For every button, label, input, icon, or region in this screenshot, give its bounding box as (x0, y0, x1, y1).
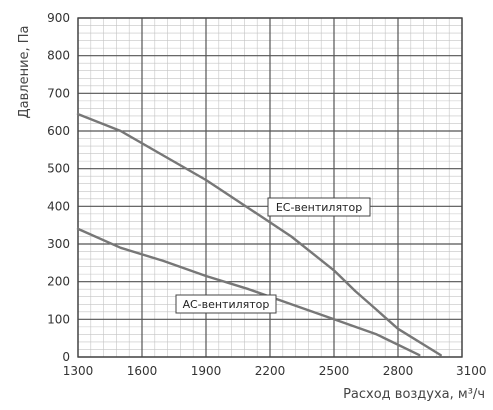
series-annotations: EC-вентилятор AC-вентилятор (175, 197, 371, 314)
plot-frame (77, 17, 463, 358)
grid-major (77, 17, 463, 358)
series-layer (76, 112, 442, 357)
x-tick-label: 3100 (456, 364, 487, 378)
y-tick-label: 0 (62, 350, 70, 364)
y-tick-label: 700 (47, 86, 70, 100)
y-tick-label: 400 (47, 199, 70, 213)
y-tick-label: 500 (47, 162, 70, 176)
annotation-label: EC-вентилятор (276, 201, 362, 214)
annotation-box (175, 294, 277, 314)
y-tick-label: 600 (47, 124, 70, 138)
annotation-box (267, 197, 371, 217)
x-tick-label: 2500 (319, 364, 350, 378)
series-line-ec-fan (76, 112, 442, 357)
x-tick-label: 1900 (191, 364, 222, 378)
x-tick-label: 1600 (127, 364, 158, 378)
tick-labels: 0 100 200 300 400 500 600 700 800 900 1300 1600 1900… (47, 11, 486, 378)
x-axis-title: Расход воздуха, м³/ч (343, 387, 485, 402)
y-tick-label: 300 (47, 237, 70, 251)
y-tick-label: 900 (47, 11, 70, 25)
y-axis-title: Давление, Па (17, 25, 32, 118)
x-tick-label: 1300 (63, 364, 94, 378)
y-tick-label: 800 (47, 49, 70, 63)
annotation-label: AC-вентилятор (183, 298, 270, 311)
x-tick-label: 2800 (383, 364, 414, 378)
series-line-ac-fan (76, 227, 421, 357)
y-tick-label: 100 (47, 312, 70, 326)
y-tick-label: 200 (47, 275, 70, 289)
x-tick-label: 2200 (255, 364, 286, 378)
